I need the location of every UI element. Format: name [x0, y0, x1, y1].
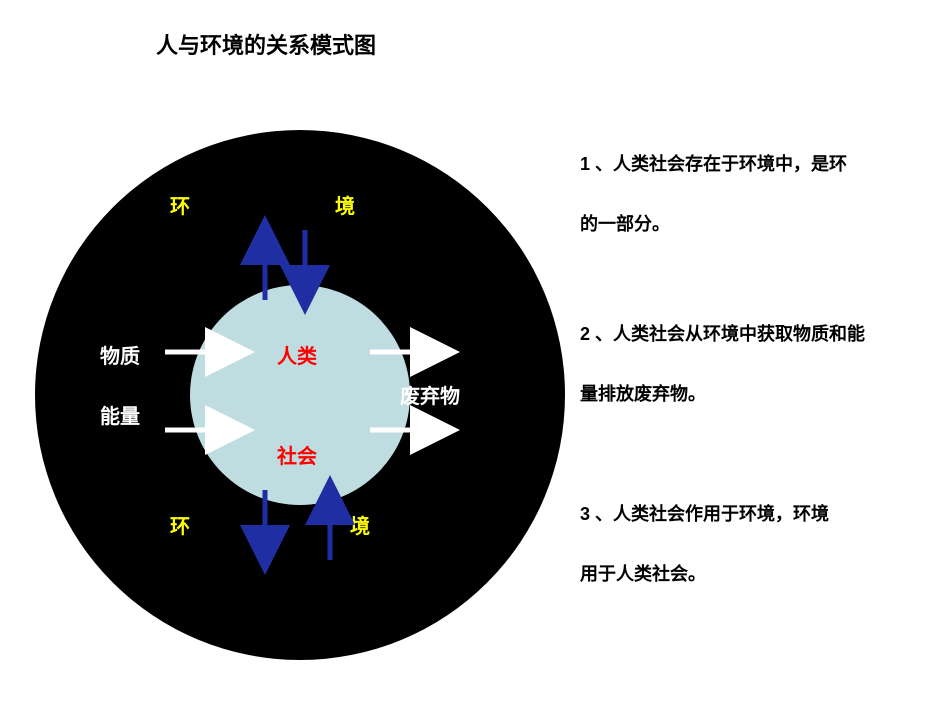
side-text-line-2: 的一部分。	[580, 210, 670, 236]
side-text-line-1: 1 、人类社会存在于环境中，是环	[580, 150, 847, 176]
side-text-line-3: 2 、人类社会从环境中获取物质和能	[580, 320, 865, 346]
side-text-line-5: 3 、人类社会作用于环境，环境	[580, 500, 829, 526]
arrow-layer	[0, 0, 950, 713]
side-text-line-6: 用于人类社会。	[580, 560, 706, 586]
side-text-line-4: 量排放废弃物。	[580, 380, 706, 406]
